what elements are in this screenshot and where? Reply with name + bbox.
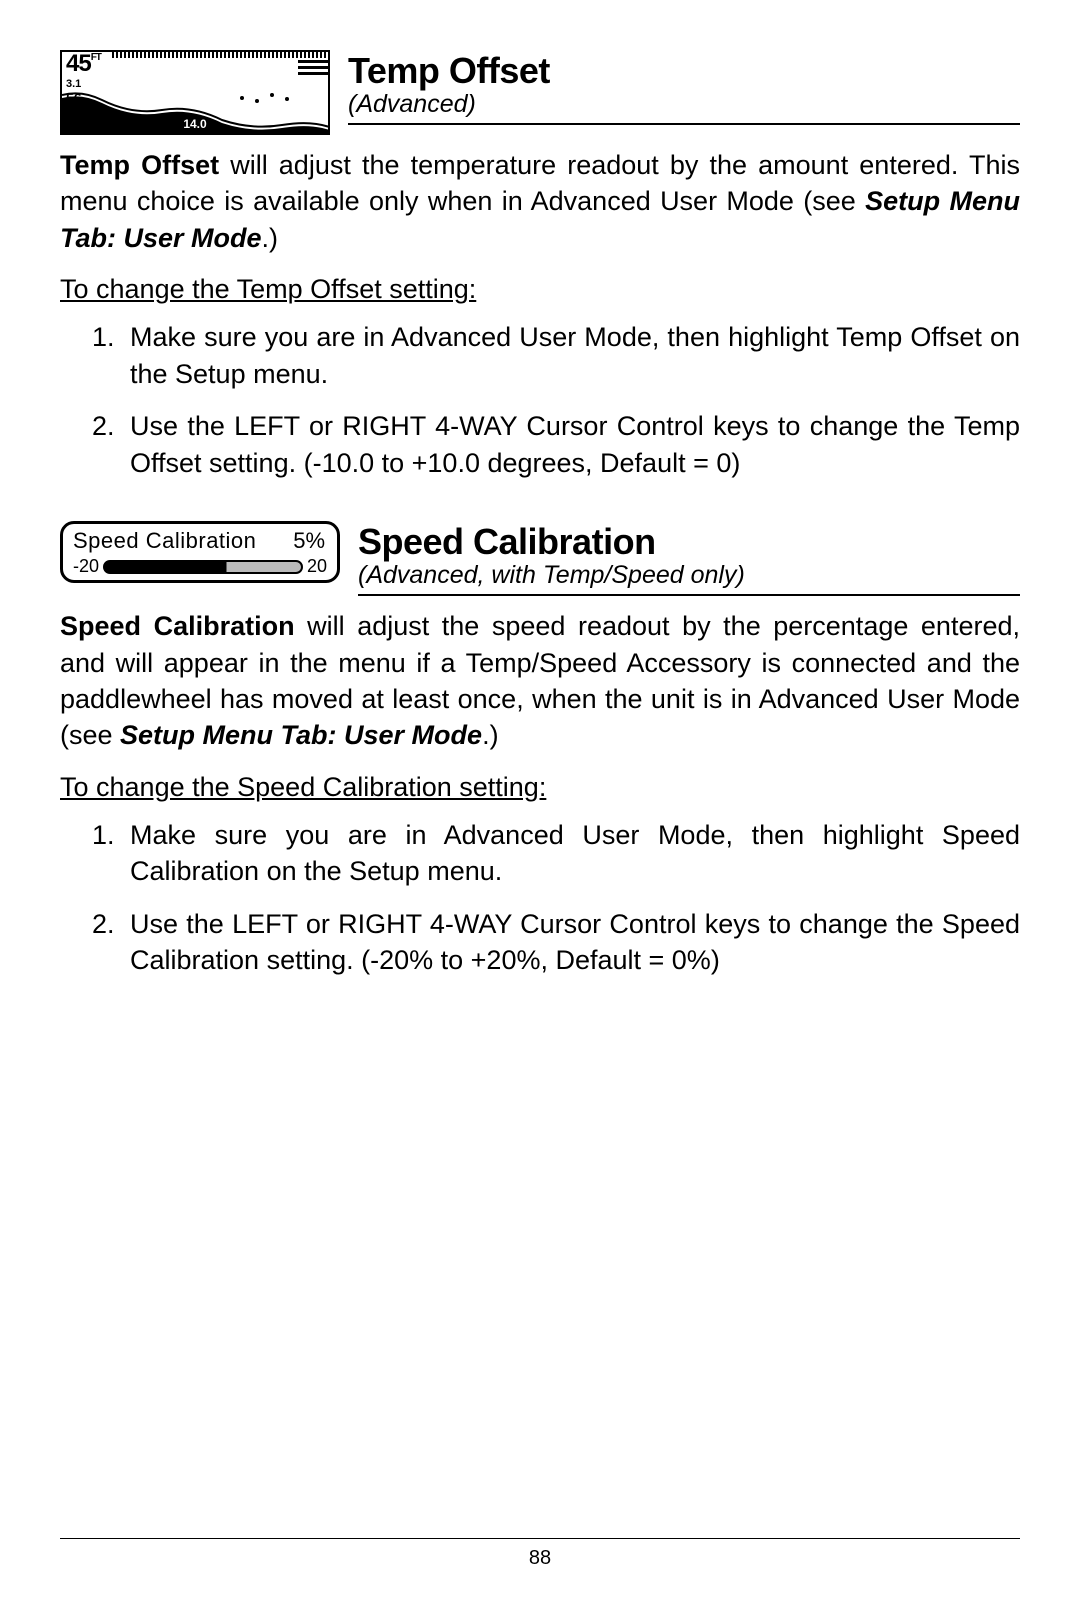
slider-label: Speed Calibration (73, 528, 256, 553)
slider-min: -20 (73, 556, 99, 577)
section-temp-offset: 45FT 3.1 56 14.0 Temp Offset (Advanced) … (60, 50, 1020, 481)
sonar-bottom-reading: 14.0 (183, 117, 206, 131)
section-header: Speed Calibration 5% -20 20 Speed Calibr… (60, 521, 1020, 596)
steps-list: Make sure you are in Advanced User Mode,… (60, 817, 1020, 979)
step-item: Use the LEFT or RIGHT 4-WAY Cursor Contr… (130, 906, 1020, 979)
section-subtitle: (Advanced) (348, 90, 1020, 125)
intro-paragraph: Speed Calibration will adjust the speed … (60, 608, 1020, 754)
sonar-depth-unit: FT (91, 52, 101, 63)
intro-crossref: Setup Menu Tab: User Mode (120, 720, 482, 750)
intro-bold: Temp Offset (60, 150, 219, 180)
intro-bold: Speed Calibration (60, 611, 295, 641)
step-item: Make sure you are in Advanced User Mode,… (130, 817, 1020, 890)
section-header: 45FT 3.1 56 14.0 Temp Offset (Advanced) (60, 50, 1020, 135)
page-footer: 88 (60, 1538, 1020, 1570)
slider-menu-thumbnail: Speed Calibration 5% -20 20 (60, 521, 340, 583)
intro-paragraph: Temp Offset will adjust the temperature … (60, 147, 1020, 256)
section-title: Speed Calibration (358, 521, 1020, 563)
section-speed-calibration: Speed Calibration 5% -20 20 Speed Calibr… (60, 521, 1020, 979)
page-number: 88 (529, 1547, 551, 1569)
slider-value: 5% (293, 528, 325, 554)
slider-max: 20 (307, 556, 327, 577)
intro-close: .) (262, 223, 279, 253)
instruction-header: To change the Temp Offset setting: (60, 274, 1020, 305)
step-item: Use the LEFT or RIGHT 4-WAY Cursor Contr… (130, 408, 1020, 481)
steps-list: Make sure you are in Advanced User Mode,… (60, 319, 1020, 481)
section-subtitle: (Advanced, with Temp/Speed only) (358, 561, 1020, 596)
instruction-header: To change the Speed Calibration setting: (60, 772, 1020, 803)
intro-close: .) (482, 720, 499, 750)
sonar-depth: 45 (66, 50, 91, 77)
step-item: Make sure you are in Advanced User Mode,… (130, 319, 1020, 392)
slider-bar (103, 560, 303, 574)
sonar-screenshot-thumbnail: 45FT 3.1 56 14.0 (60, 50, 330, 135)
section-title: Temp Offset (348, 50, 1020, 92)
